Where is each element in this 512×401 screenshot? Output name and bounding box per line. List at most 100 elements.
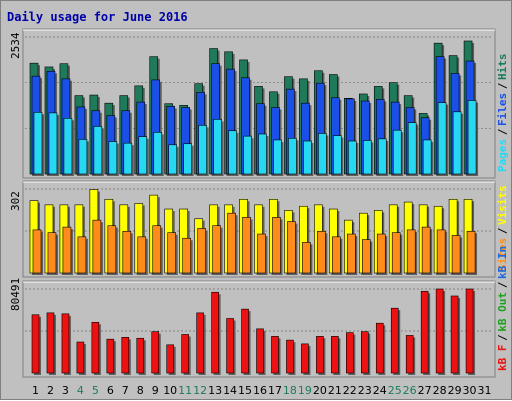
bar-kbf-day-29 xyxy=(450,295,459,374)
bar-sites-day-16 xyxy=(257,233,266,274)
x-tick-label: 4 xyxy=(77,384,84,397)
bar-pages-day-15 xyxy=(243,135,252,175)
bar-sites-day-4 xyxy=(77,236,87,274)
x-tick-label: 7 xyxy=(122,384,129,397)
bar-pages-day-14 xyxy=(228,130,237,175)
bar-kbf-day-5 xyxy=(91,321,100,374)
panel-visits-sites: 302 Sites / Visits xyxy=(9,180,509,278)
bar-sites-day-17 xyxy=(272,217,281,274)
bar-sites-day-5 xyxy=(92,219,102,274)
bar-sites-day-19 xyxy=(302,242,311,274)
max-label: 80491 xyxy=(9,278,22,311)
bar-kbf-day-16 xyxy=(256,328,264,374)
x-tick-label: 27 xyxy=(418,384,432,397)
x-tick-label: 18 xyxy=(283,384,297,397)
x-tick-label: 8 xyxy=(137,384,144,397)
bar-kbf-day-14 xyxy=(226,318,234,374)
legend-pages: Pages xyxy=(496,139,509,172)
x-tick-label: 1 xyxy=(32,384,39,397)
panel-border xyxy=(22,180,496,278)
panel-border xyxy=(22,280,496,378)
bar-pages-day-16 xyxy=(258,133,267,175)
legend-separator: / xyxy=(496,128,509,135)
bar-sites-day-30 xyxy=(466,230,476,274)
x-tick-label: 6 xyxy=(107,384,114,397)
bar-kbf-day-2 xyxy=(46,312,55,374)
legend-separator: / xyxy=(496,334,509,341)
bar-kbf-day-28 xyxy=(435,288,444,374)
bar-kbf-day-17 xyxy=(271,336,279,374)
x-tick-label: 16 xyxy=(253,384,267,397)
bar-pages-day-12 xyxy=(198,125,207,175)
legend-kb-f: kB F xyxy=(496,345,509,372)
bar-kbf-day-24 xyxy=(375,322,384,374)
bar-pages-day-17 xyxy=(273,139,282,175)
bar-pages-day-19 xyxy=(303,140,312,175)
bar-sites-day-13 xyxy=(212,225,221,274)
bar-sites-day-12 xyxy=(197,228,206,274)
bars xyxy=(31,288,476,375)
bar-pages-day-3 xyxy=(63,118,73,175)
panel-border xyxy=(22,28,496,179)
bar-pages-day-30 xyxy=(467,100,477,175)
x-tick-label: 21 xyxy=(328,384,342,397)
legend: Pages/Files/Hits xyxy=(496,54,509,173)
x-tick-label: 3 xyxy=(62,384,69,397)
x-tick-label: 29 xyxy=(448,384,462,397)
x-tick-label: 12 xyxy=(193,384,207,397)
legend-hits: Hits xyxy=(496,54,509,81)
bars xyxy=(29,40,479,177)
bar-pages-day-21 xyxy=(333,135,342,175)
bar-kbf-day-26 xyxy=(405,335,414,374)
bar-sites-day-26 xyxy=(406,229,416,274)
x-tick-label: 5 xyxy=(92,384,99,397)
legend: kB F / kB Out / kB In xyxy=(496,246,509,371)
bar-pages-day-18 xyxy=(288,138,297,175)
legend-files: Files xyxy=(496,93,509,126)
x-tick-label: 28 xyxy=(433,384,447,397)
bar-kbf-day-1 xyxy=(31,314,40,374)
bar-pages-day-23 xyxy=(362,140,372,175)
legend-separator: / xyxy=(496,227,509,234)
bar-kbf-day-23 xyxy=(360,331,369,374)
bar-pages-day-13 xyxy=(213,119,222,175)
bar-sites-day-21 xyxy=(332,236,341,274)
bar-sites-day-28 xyxy=(436,229,446,274)
bar-sites-day-14 xyxy=(227,212,236,274)
bar-kbf-day-25 xyxy=(390,307,399,374)
chart-title: Daily usage for June 2016 xyxy=(7,10,188,24)
bar-kbf-day-7 xyxy=(121,337,130,374)
legend: Sites / Visits xyxy=(496,185,509,271)
bar-kbf-day-13 xyxy=(211,291,219,374)
bar-pages-day-8 xyxy=(138,136,148,175)
bar-pages-day-24 xyxy=(377,138,387,175)
bar-pages-day-27 xyxy=(422,139,432,175)
bar-kbf-day-8 xyxy=(136,337,145,374)
bar-kbf-day-9 xyxy=(151,331,160,374)
x-tick-label: 17 xyxy=(268,384,282,397)
bar-kbf-day-10 xyxy=(166,344,175,374)
bar-sites-day-24 xyxy=(376,233,386,274)
bar-pages-day-6 xyxy=(108,141,118,175)
bar-kbf-day-6 xyxy=(106,338,115,374)
bar-kbf-day-18 xyxy=(286,339,294,374)
x-tick-label: 14 xyxy=(223,384,237,397)
bar-sites-day-22 xyxy=(347,233,356,274)
x-tick-label: 11 xyxy=(178,384,192,397)
bar-pages-day-22 xyxy=(348,140,357,175)
bar-pages-day-5 xyxy=(93,126,103,175)
bar-sites-day-10 xyxy=(167,232,177,274)
x-tick-label: 25 xyxy=(388,384,402,397)
bar-sites-day-9 xyxy=(152,225,162,274)
panel-kbf-in-out: 80491 kB F / kB Out / kB In xyxy=(9,246,509,378)
x-tick-label: 19 xyxy=(298,384,312,397)
x-tick-label: 26 xyxy=(403,384,417,397)
x-tick-label: 30 xyxy=(463,384,477,397)
bar-kbf-day-30 xyxy=(465,288,474,374)
bar-pages-day-7 xyxy=(123,142,133,175)
x-tick-label: 22 xyxy=(343,384,357,397)
bar-kbf-day-22 xyxy=(346,332,354,374)
x-tick-label: 31 xyxy=(478,384,492,397)
